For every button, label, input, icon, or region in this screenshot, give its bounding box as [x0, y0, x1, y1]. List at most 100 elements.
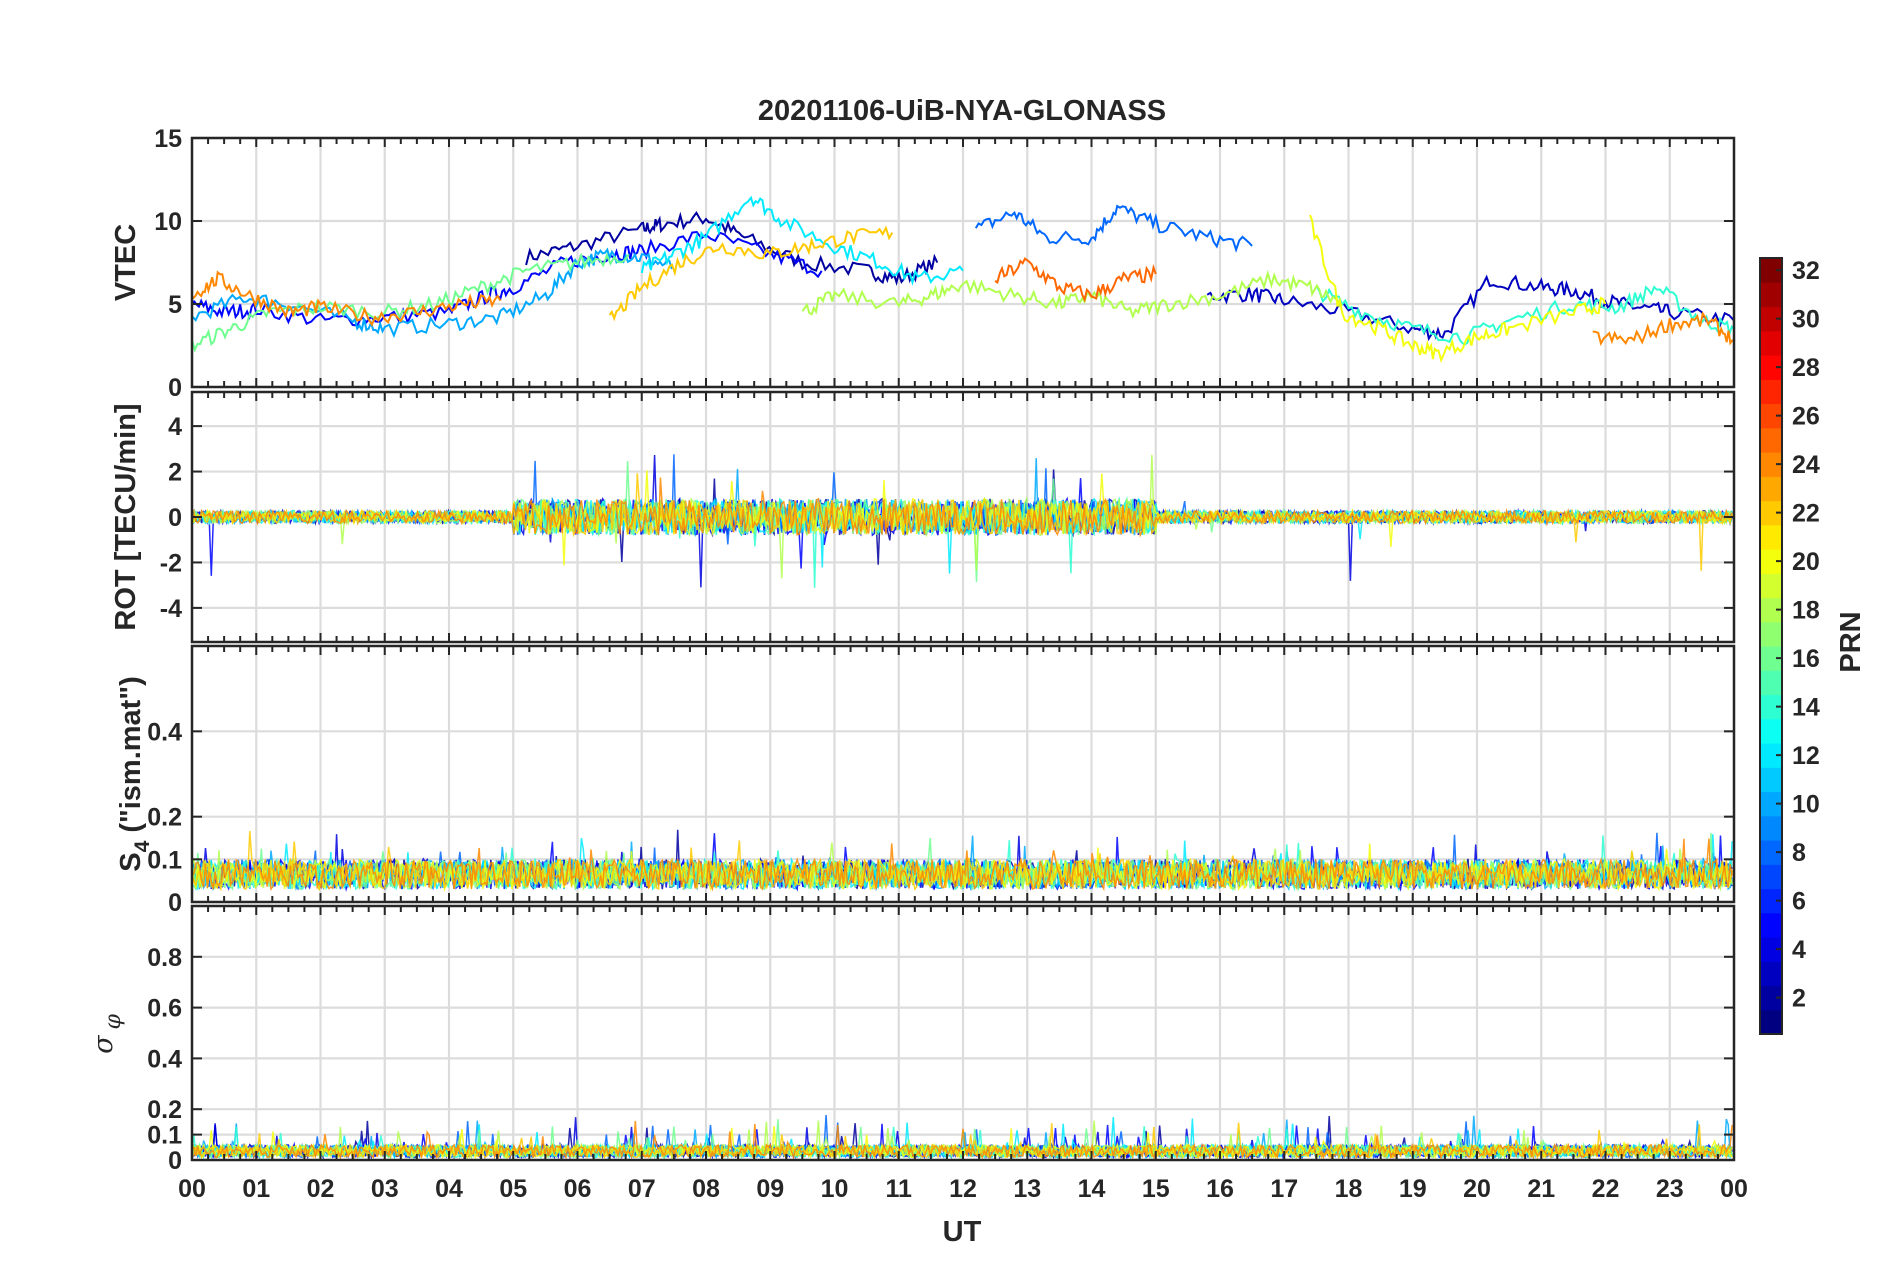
y-tick-label: 0	[168, 1147, 182, 1175]
colorbar-segment	[1760, 694, 1782, 720]
colorbar-segment	[1760, 597, 1782, 623]
x-tick-label: 08	[692, 1175, 720, 1203]
colorbar-segment	[1760, 452, 1782, 477]
colorbar-segment	[1760, 621, 1782, 647]
colorbar-tick-label: 14	[1792, 694, 1820, 722]
plot-area	[192, 195, 1734, 364]
y-tick-label: -4	[160, 595, 182, 623]
colorbar-tick-label: 24	[1792, 451, 1820, 479]
colorbar-segment	[1760, 743, 1782, 768]
colorbar-segment	[1760, 718, 1782, 744]
colorbar-segment	[1760, 355, 1782, 380]
vtec-series-line	[1206, 274, 1734, 342]
vtec-series-line	[608, 225, 894, 322]
colorbar-segment	[1760, 330, 1782, 356]
colorbar-box	[1759, 257, 1783, 1035]
panel-1: 0 5 10 15 VTEC	[110, 125, 1736, 402]
colorbar-segment	[1760, 1009, 1782, 1035]
colorbar-segment	[1760, 646, 1782, 671]
y-tick-label: -2	[160, 549, 182, 577]
vtec-series-line	[192, 270, 502, 327]
x-tick-label: 10	[821, 1175, 849, 1203]
vtec-series-line	[525, 210, 939, 287]
colorbar-segment	[1760, 864, 1782, 890]
x-tick-label: 12	[949, 1175, 977, 1203]
x-tick-label: 01	[242, 1175, 270, 1203]
y-tick-label: 0.8	[147, 944, 182, 972]
y-tick-label: 10	[154, 208, 182, 236]
x-tick-label: 20	[1463, 1175, 1491, 1203]
x-tick-label: 13	[1013, 1175, 1041, 1203]
y-tick-label: 4	[168, 413, 182, 441]
colorbar-segment	[1760, 912, 1782, 938]
vtec-series-line	[1592, 311, 1734, 347]
x-tick-label: 02	[307, 1175, 335, 1203]
colorbar-tick-label: 4	[1792, 936, 1806, 964]
colorbar-tick-label: 26	[1792, 403, 1820, 431]
colorbar-tick-label: 10	[1792, 791, 1820, 819]
colorbar-segment	[1760, 815, 1782, 841]
colorbar-tick-label: 22	[1792, 500, 1820, 528]
trace-line	[192, 1120, 1733, 1160]
x-tick-label: 15	[1142, 1175, 1170, 1203]
x-tick-label: 00	[1720, 1175, 1748, 1203]
plot-area	[192, 829, 1733, 892]
colorbar-segment	[1760, 258, 1782, 283]
y-tick-label: 0	[168, 374, 182, 402]
colorbar-segment	[1760, 476, 1782, 502]
colorbar-segment	[1760, 549, 1782, 574]
panel-3: 00.10.20.4S4 ("ism.mat")	[115, 644, 1736, 917]
colorbar-segment	[1760, 961, 1782, 987]
colorbar-segment	[1760, 524, 1782, 550]
colorbar-tick-label: 28	[1792, 354, 1820, 382]
y-axis-label-main: S	[115, 852, 147, 871]
y-tick-label: 0.4	[147, 718, 182, 746]
vtec-series-line	[801, 269, 1343, 320]
colorbar-segment	[1760, 670, 1782, 696]
vtec-series-line	[974, 204, 1253, 253]
y-tick-label: 5	[168, 291, 182, 319]
colorbar-segment	[1760, 985, 1782, 1011]
x-tick-label: 04	[435, 1175, 463, 1203]
trace-line	[192, 843, 1733, 892]
colorbar-tick-label: 20	[1792, 548, 1820, 576]
colorbar-segment	[1760, 306, 1782, 332]
y-axis-label-subscript: φ	[101, 1013, 126, 1029]
x-tick-label: 11	[886, 1175, 913, 1203]
y-tick-label: 0.1	[147, 1122, 182, 1150]
colorbar-segment	[1760, 403, 1782, 429]
y-axis-label: S4 ("ism.mat")	[115, 676, 154, 872]
x-tick-label: 00	[178, 1175, 206, 1203]
y-tick-label: 0	[168, 889, 182, 917]
y-tick-label: 2	[168, 459, 182, 487]
colorbar-segment	[1760, 500, 1782, 526]
y-axis-label: VTEC	[110, 224, 142, 301]
y-axis-label: ROT [TECU/min]	[110, 403, 142, 630]
y-axis-label-subscript: 4	[131, 840, 154, 852]
x-tick-label: 09	[756, 1175, 784, 1203]
y-axis-label: σφ	[88, 1013, 126, 1053]
x-tick-label: 07	[628, 1175, 656, 1203]
trace-line	[192, 838, 1733, 892]
colorbar-segment	[1760, 840, 1782, 865]
colorbar-segment	[1760, 937, 1782, 962]
x-tick-label: 17	[1270, 1175, 1298, 1203]
colorbar-tick-label: 18	[1792, 597, 1820, 625]
colorbar-segment	[1760, 791, 1782, 817]
colorbar-segment	[1760, 427, 1782, 453]
x-tick-label: 05	[499, 1175, 527, 1203]
colorbar-tick-label: 30	[1792, 306, 1820, 334]
x-tick-label: 21	[1527, 1175, 1555, 1203]
panel-4: 00.10.2 0.4 0.6 0.8 σφ	[88, 904, 1736, 1175]
colorbar-segment	[1760, 767, 1782, 793]
colorbar-tick-label: 12	[1792, 742, 1820, 770]
vtec-series-line	[994, 257, 1157, 303]
colorbar-segment	[1760, 888, 1782, 914]
y-tick-label: 0.1	[147, 846, 182, 874]
x-tick-label: 18	[1335, 1175, 1363, 1203]
vtec-series-line	[1309, 214, 1607, 364]
colorbar-tick-label: 32	[1792, 257, 1820, 285]
